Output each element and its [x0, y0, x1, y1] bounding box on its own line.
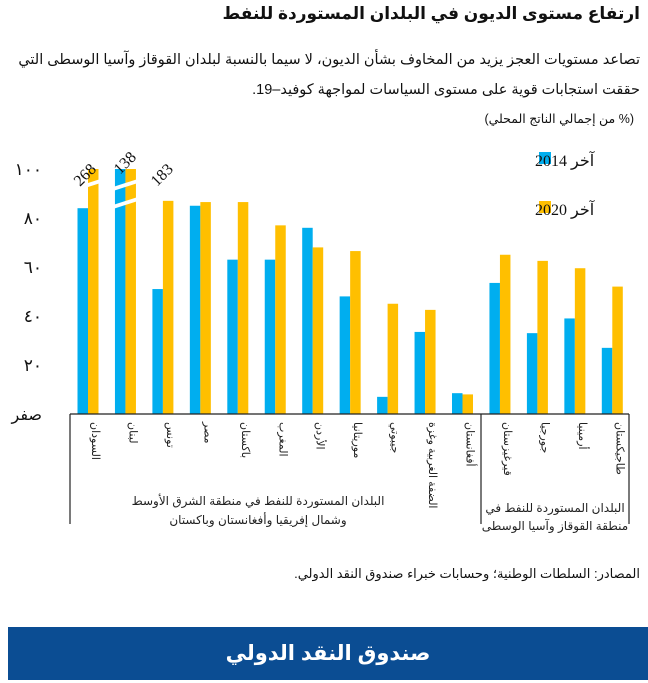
- category-label: لبنان: [126, 422, 138, 443]
- source-note: المصادر: السلطات الوطنية؛ وحسابات خبراء …: [294, 566, 640, 581]
- category-label: السودان: [89, 422, 101, 460]
- category-label: قيرغيزستان: [501, 422, 513, 476]
- bar-2020: [237, 202, 249, 414]
- y-tick-label: ١٠٠: [15, 160, 42, 179]
- category-label: مصر: [201, 421, 213, 444]
- category-label: جورجيا: [538, 422, 550, 453]
- bar-2014: [564, 318, 575, 414]
- bar-2020: [574, 268, 586, 414]
- bar-2020: [162, 200, 174, 414]
- bar-2014: [152, 289, 163, 414]
- y-tick-label: ٤٠: [24, 307, 42, 326]
- chart-title: ارتفاع مستوى الديون في البلدان المستوردة…: [222, 4, 640, 23]
- group-label-cca: منطقة القوقاز وآسيا الوسطى: [482, 518, 628, 534]
- category-label: باكستان: [239, 422, 251, 458]
- category-label: موريتانيا: [351, 422, 363, 458]
- bar-2020: [88, 169, 99, 414]
- bar-2014: [414, 331, 426, 414]
- bar-2020: [425, 309, 436, 414]
- value-annotation: 183: [148, 161, 177, 190]
- legend-swatch-2020: [539, 201, 551, 213]
- bar-chart: صفر ٢٠ ٤٠ ٦٠ ٨٠ ١٠٠ السودان لبنان تونس مصر باكستان…: [10, 149, 630, 534]
- category-label: تونس: [164, 422, 176, 448]
- category-label: جيبوتي: [389, 422, 401, 453]
- bar-2020: [537, 260, 548, 414]
- bar-2020: [312, 247, 324, 414]
- legend-label: آخر 2014: [535, 150, 596, 170]
- category-label: الأردن: [314, 422, 328, 450]
- bar-2014: [114, 169, 126, 414]
- bar-2020: [387, 303, 399, 414]
- bar-2020: [125, 169, 136, 414]
- subtitle-line-2: حققت استجابات قوية على مستوى السياسات لم…: [252, 82, 640, 98]
- legend-swatch-2014: [539, 152, 551, 164]
- bar-2014: [189, 205, 201, 414]
- bar-2014: [526, 333, 538, 414]
- bar-2014: [302, 227, 313, 414]
- bar-2020: [462, 394, 473, 414]
- bar-2020: [499, 254, 511, 414]
- axis-break: [112, 179, 138, 191]
- bar-2014: [77, 208, 88, 414]
- bar-2014: [339, 296, 351, 414]
- group-label-cca: البلدان المستوردة للنفط في: [485, 501, 624, 516]
- banner-text: صندوق النقد الدولي: [225, 642, 431, 665]
- bar-2014: [377, 396, 388, 414]
- category-label: طاجيكستان: [613, 422, 625, 475]
- y-tick-label: صفر: [10, 407, 42, 425]
- category-label: أفغانستان: [464, 422, 478, 467]
- y-tick-label: ٨٠: [24, 209, 42, 228]
- bar-2020: [275, 225, 286, 414]
- category-label: أرمينيا: [576, 422, 590, 450]
- bar-2014: [227, 259, 238, 414]
- bar-2014: [264, 259, 276, 414]
- axis-break: [112, 197, 138, 209]
- axis-break: [75, 179, 101, 191]
- bar-2020: [612, 286, 623, 414]
- bar-2014: [601, 347, 613, 414]
- category-label: المغرب: [276, 422, 288, 457]
- bar-2014: [452, 393, 463, 414]
- imf-banner: صندوق النقد الدولي: [8, 627, 648, 680]
- group-label-mena: البلدان المستوردة للنفط في منطقة الشرق ا…: [132, 493, 385, 509]
- legend-label: آخر 2020: [535, 199, 596, 219]
- category-label: الضفة الغربية وغزة: [426, 422, 438, 508]
- bar-2020: [200, 202, 211, 414]
- y-tick-label: ٦٠: [24, 258, 42, 277]
- subtitle-line-1: تصاعد مستويات العجز يزيد من المخاوف بشأن…: [18, 52, 640, 68]
- bar-2020: [350, 251, 361, 414]
- bar-2014: [489, 282, 500, 414]
- y-tick-label: ٢٠: [24, 356, 42, 375]
- unit-label: (% من إجمالي الناتج المحلي): [484, 112, 634, 126]
- group-label-mena: وشمال إفريقيا وأفغانستان وباكستان: [169, 512, 346, 528]
